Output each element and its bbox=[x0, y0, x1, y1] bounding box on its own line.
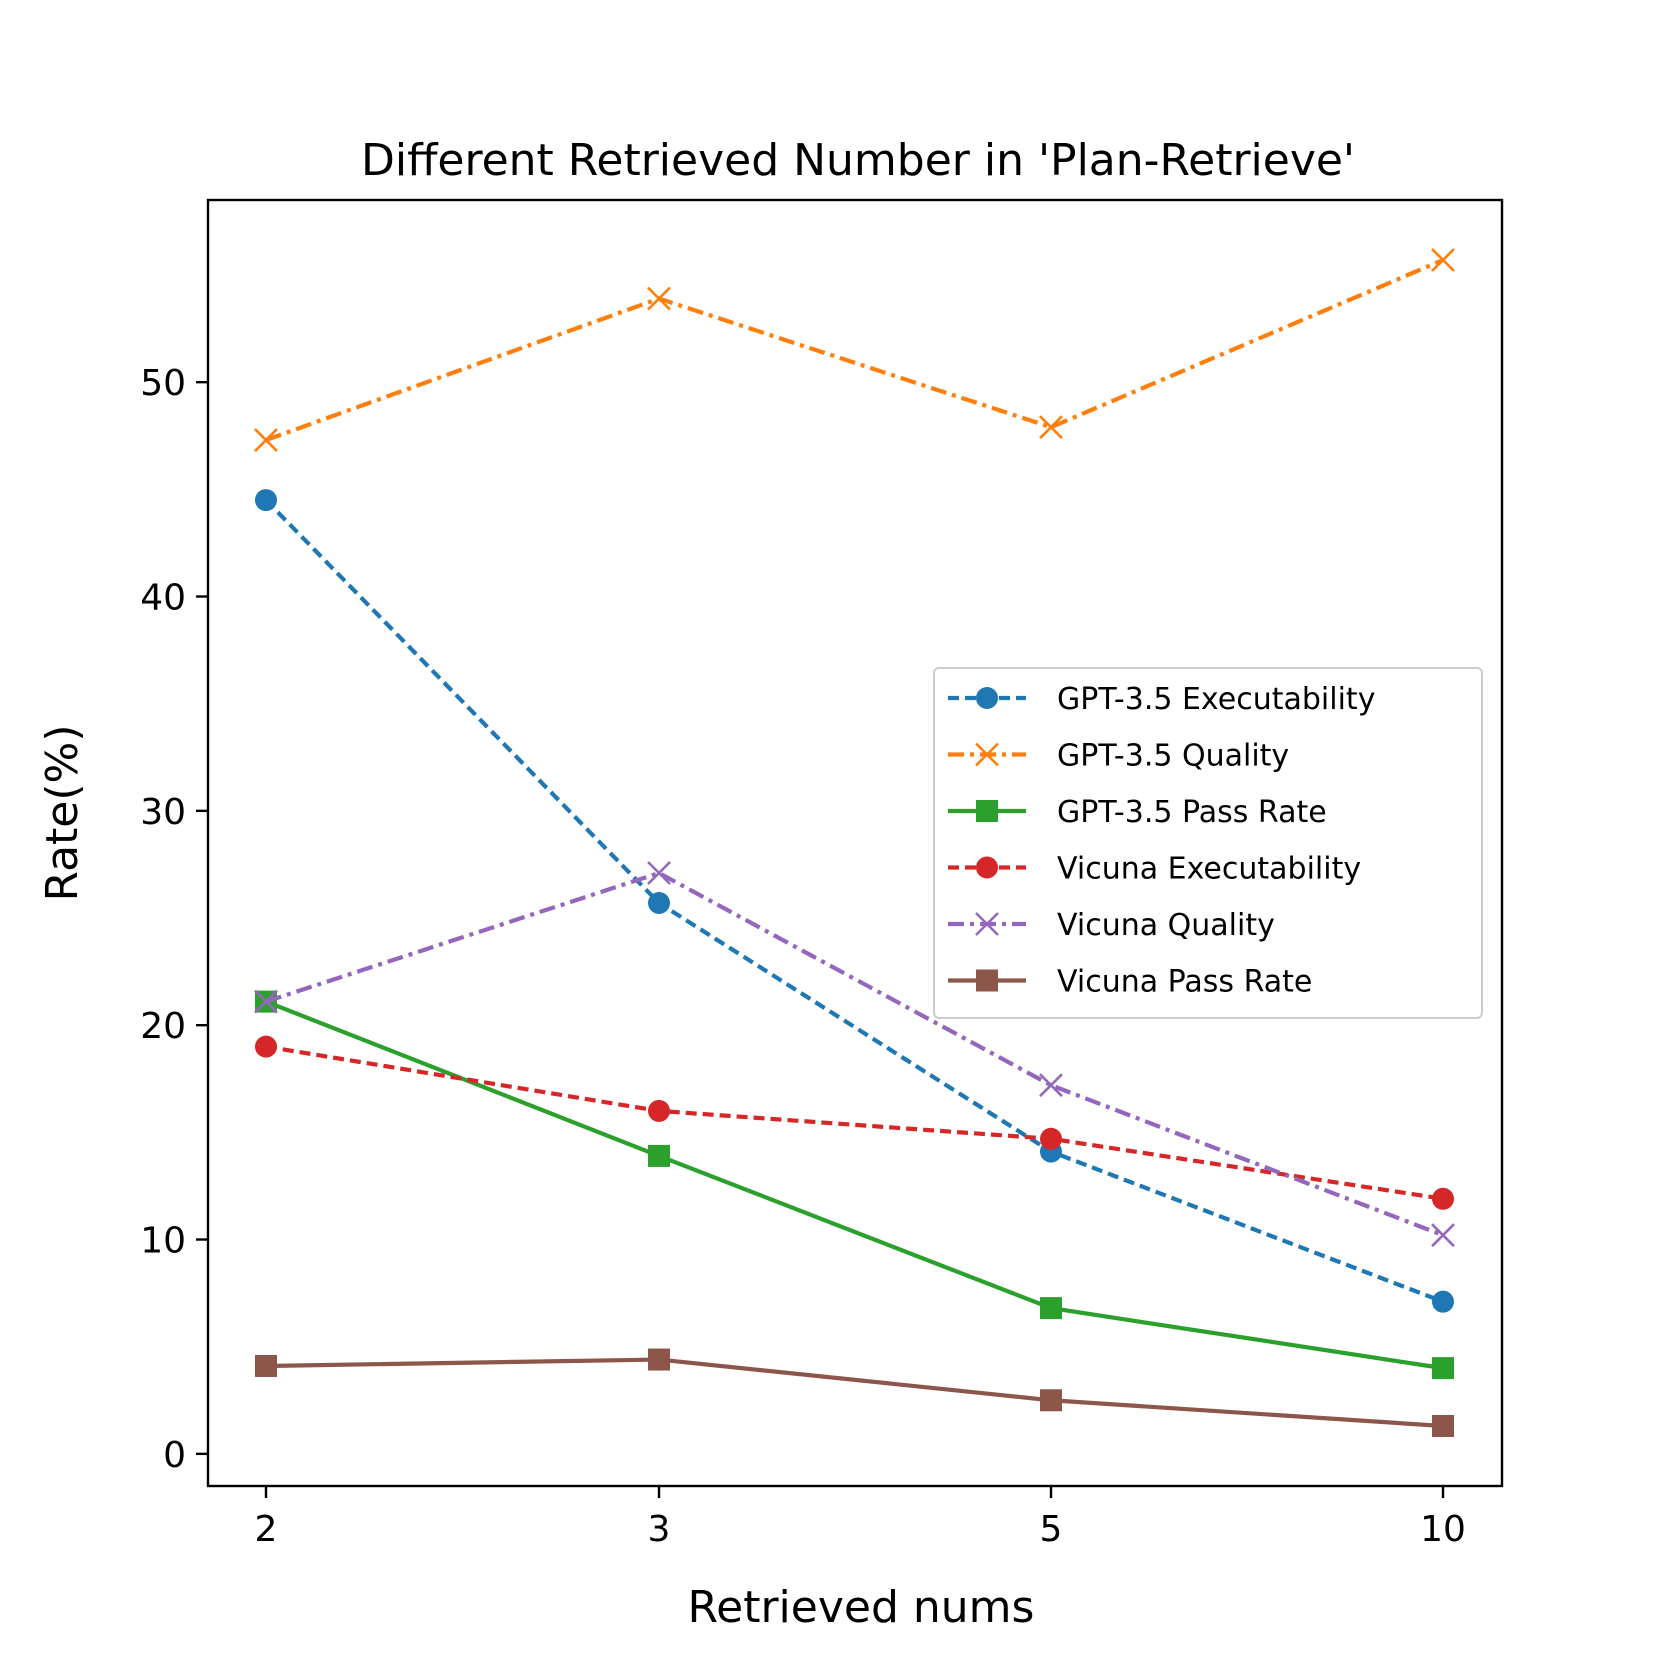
legend-marker bbox=[976, 687, 998, 709]
series-4 bbox=[255, 1035, 1454, 1210]
data-point bbox=[1039, 1073, 1063, 1098]
data-point bbox=[1432, 1357, 1454, 1380]
y-tick-label: 20 bbox=[140, 1006, 186, 1047]
data-point bbox=[255, 1354, 277, 1377]
legend-item: GPT-3.5 Executability bbox=[948, 682, 1375, 717]
legend-box bbox=[933, 667, 1483, 1019]
series-line bbox=[265, 258, 1444, 443]
legend-marker bbox=[976, 800, 998, 822]
legend-marker bbox=[976, 856, 998, 879]
data-point bbox=[648, 1348, 670, 1371]
chart-title: Different Retrieved Number in 'Plan-Retr… bbox=[361, 135, 1355, 186]
y-tick-label: 0 bbox=[163, 1435, 186, 1476]
legend: GPT-3.5 Executability GPT-3.5 Quality GPT-… bbox=[933, 667, 1483, 1019]
data-point bbox=[1040, 1127, 1062, 1150]
x-axis-label: Retrieved nums bbox=[688, 1582, 1035, 1633]
x-tick-label: 2 bbox=[255, 1509, 278, 1550]
data-point bbox=[1040, 1297, 1062, 1320]
x-tick-label: 5 bbox=[1040, 1509, 1063, 1550]
data-point bbox=[255, 489, 277, 512]
data-point bbox=[1431, 1223, 1455, 1248]
legend-label: Vicuna Executability bbox=[1057, 852, 1361, 887]
legend-marker bbox=[975, 912, 999, 936]
y-tick-label: 50 bbox=[140, 363, 186, 404]
data-point bbox=[648, 1144, 670, 1167]
legend-marker bbox=[975, 742, 999, 767]
legend-item: GPT-3.5 Quality bbox=[948, 739, 1289, 774]
series-line bbox=[265, 1357, 1444, 1429]
data-point bbox=[255, 1035, 277, 1058]
series-3 bbox=[255, 990, 1454, 1380]
series-6 bbox=[255, 1348, 1454, 1437]
legend-item: Vicuna Pass Rate bbox=[948, 965, 1312, 1000]
data-point bbox=[254, 989, 278, 1014]
plot-area: 0 10 20 30 40 50 2 3 5 10 bbox=[140, 198, 1504, 1550]
y-tick-label: 30 bbox=[140, 792, 186, 833]
y-tick-label: 40 bbox=[140, 578, 186, 619]
x-tick-label: 3 bbox=[648, 1509, 671, 1550]
legend-item: Vicuna Executability bbox=[948, 852, 1361, 887]
series-line bbox=[265, 1044, 1444, 1201]
series-line bbox=[264, 498, 1444, 1304]
legend-label: GPT-3.5 Quality bbox=[1057, 739, 1289, 774]
legend-label: Vicuna Quality bbox=[1057, 908, 1275, 943]
y-axis-label: Rate(%) bbox=[37, 724, 88, 901]
x-tick-label: 10 bbox=[1420, 1509, 1466, 1550]
series-5 bbox=[254, 861, 1455, 1248]
data-point bbox=[647, 861, 671, 885]
legend-marker bbox=[976, 969, 998, 992]
data-point bbox=[254, 428, 278, 452]
data-point bbox=[648, 1099, 670, 1122]
data-point bbox=[1432, 1290, 1454, 1313]
plot-frame bbox=[206, 198, 1504, 1488]
legend-item: Vicuna Quality bbox=[948, 908, 1275, 943]
y-tick-label: 10 bbox=[140, 1221, 186, 1262]
data-point bbox=[1431, 248, 1455, 272]
series-line bbox=[265, 999, 1444, 1371]
series-line bbox=[265, 870, 1444, 1238]
data-point bbox=[1432, 1187, 1454, 1210]
data-point bbox=[1432, 1414, 1454, 1437]
legend-label: Vicuna Pass Rate bbox=[1057, 965, 1312, 1000]
data-point bbox=[647, 286, 671, 311]
data-point bbox=[1040, 1389, 1062, 1412]
series-2 bbox=[254, 248, 1455, 452]
legend-label: GPT-3.5 Executability bbox=[1057, 682, 1375, 717]
data-point bbox=[1039, 415, 1063, 440]
legend-label: GPT-3.5 Pass Rate bbox=[1057, 795, 1327, 830]
data-point bbox=[648, 892, 670, 915]
legend-item: GPT-3.5 Pass Rate bbox=[948, 795, 1327, 830]
